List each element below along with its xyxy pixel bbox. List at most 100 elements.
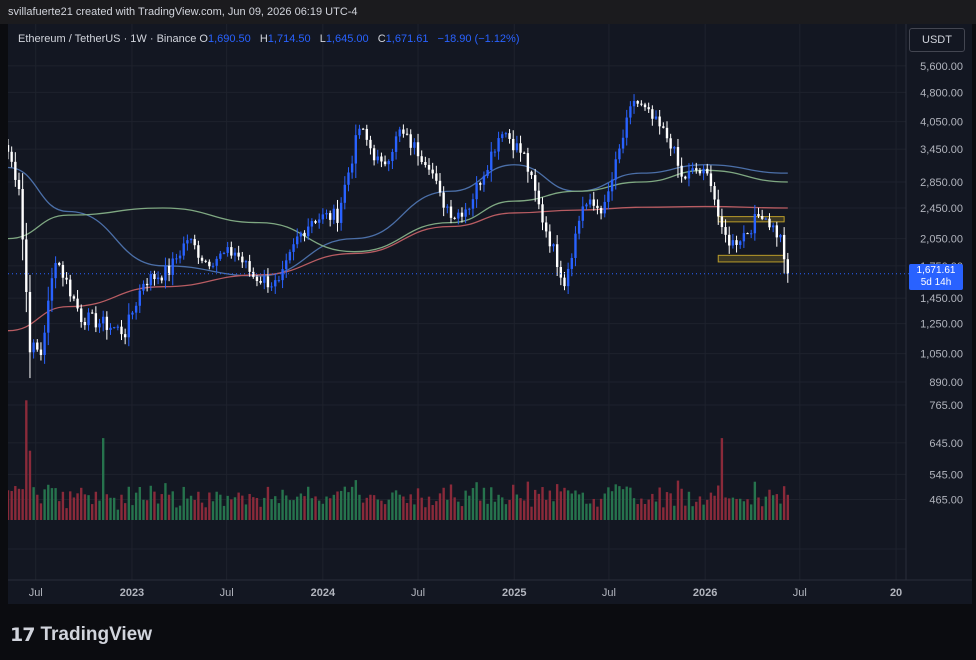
volume-bar <box>662 507 665 520</box>
volume-bar <box>544 499 548 520</box>
volume-bar <box>285 495 288 520</box>
volume-bar <box>588 503 592 520</box>
volume-bar <box>134 492 138 520</box>
volume-bar <box>109 497 112 520</box>
volume-bar <box>563 487 566 520</box>
tradingview-logo-icon: 17 <box>10 624 35 646</box>
candle-body <box>548 231 552 247</box>
volume-bar <box>50 488 54 520</box>
volume-bar <box>127 486 131 520</box>
volume-bar <box>372 495 376 520</box>
candle-body <box>775 225 779 238</box>
open-value: 1,690.50 <box>207 33 251 45</box>
price-tick-label: 2,450.00 <box>920 203 963 215</box>
symbol-label[interactable]: Ethereum / TetherUS · 1W · Binance <box>18 33 197 45</box>
volume-bar <box>702 504 705 520</box>
price-tick-label: 5,600.00 <box>920 61 963 73</box>
candle-body <box>204 260 207 262</box>
candle-body <box>127 314 131 338</box>
candle-body <box>603 201 606 214</box>
volume-bar <box>76 493 79 520</box>
volume-bar <box>296 496 299 520</box>
volume-bar <box>292 500 295 520</box>
chart-panel[interactable]: 5,600.00 4,800.00 4,050.00 3,450.00 2,850.00… <box>8 24 972 604</box>
candle-body <box>695 168 698 171</box>
candle-body <box>490 151 493 170</box>
candle-body <box>186 240 189 244</box>
volume-bar <box>684 505 687 520</box>
volume-bar <box>138 486 141 520</box>
candle-body <box>237 252 240 257</box>
candle-body <box>369 139 372 149</box>
volume-bar <box>145 500 149 520</box>
candle-body <box>724 227 727 235</box>
volume-bar <box>706 499 709 520</box>
candle-body <box>72 296 76 299</box>
volume-bar <box>248 493 251 520</box>
volume-bar <box>339 490 343 520</box>
candle-body <box>361 128 365 130</box>
candle-body <box>307 226 310 237</box>
candle-body <box>182 243 185 256</box>
candle-body <box>409 134 412 148</box>
volume-bar <box>244 504 248 520</box>
candle-body <box>607 191 610 202</box>
volume-bar <box>28 450 32 520</box>
candle-body <box>277 280 281 282</box>
support-zone <box>717 216 785 223</box>
moving-average-line-3 <box>8 205 788 332</box>
candle-body <box>420 156 423 162</box>
volume-bar <box>475 482 478 520</box>
volume-bar <box>358 494 361 520</box>
volume-bar <box>94 491 98 520</box>
candle-body <box>687 170 691 179</box>
candle-body <box>464 209 467 217</box>
candle-body <box>310 221 314 227</box>
volume-bar <box>643 503 647 520</box>
volume-bar <box>233 497 237 520</box>
candle-body <box>427 164 431 170</box>
volume-bar <box>80 487 83 520</box>
volume-bar <box>266 486 270 520</box>
candle-body <box>479 183 482 185</box>
candle-body <box>43 332 46 356</box>
volume-bar <box>156 503 160 520</box>
volume-tick-label: 465.00 <box>929 495 963 507</box>
volume-bar <box>347 492 350 520</box>
volume-bar <box>526 481 530 520</box>
candle-body <box>442 192 445 208</box>
volume-bar <box>537 493 541 520</box>
volume-bar <box>175 507 178 520</box>
candle-body <box>728 234 731 246</box>
volume-bar <box>669 493 672 520</box>
candle-body <box>36 342 39 350</box>
volume-bar <box>713 495 716 520</box>
candle-body <box>28 292 32 353</box>
price-chart[interactable]: 5,600.00 4,800.00 4,050.00 3,450.00 2,850.00… <box>8 24 972 604</box>
volume-bar <box>515 494 519 520</box>
volume-tick-label: 545.00 <box>929 469 963 481</box>
volume-bar <box>178 505 182 520</box>
volume-bar <box>98 500 101 520</box>
tradingview-logo[interactable]: 17 TradingView <box>10 624 152 646</box>
volume-bar <box>101 438 105 520</box>
candle-body <box>145 283 149 286</box>
candle-body <box>497 138 500 152</box>
price-tick-label: 3,450.00 <box>920 144 963 156</box>
volume-bar <box>599 498 603 520</box>
volume-bar <box>629 487 632 520</box>
candle-body <box>614 159 617 180</box>
candle-body <box>208 261 211 267</box>
currency-button[interactable]: USDT <box>909 28 965 52</box>
volume-bar <box>636 504 639 520</box>
volume-bar <box>215 491 218 520</box>
volume-bar <box>442 487 445 520</box>
moving-average-line-2 <box>8 169 788 253</box>
volume-bar <box>651 493 654 520</box>
volume-bar <box>753 481 757 520</box>
volume-bar <box>559 491 563 520</box>
candle-body <box>574 233 577 258</box>
volume-bar <box>197 491 200 520</box>
candle-body <box>512 138 515 151</box>
volume-bar <box>479 500 482 520</box>
